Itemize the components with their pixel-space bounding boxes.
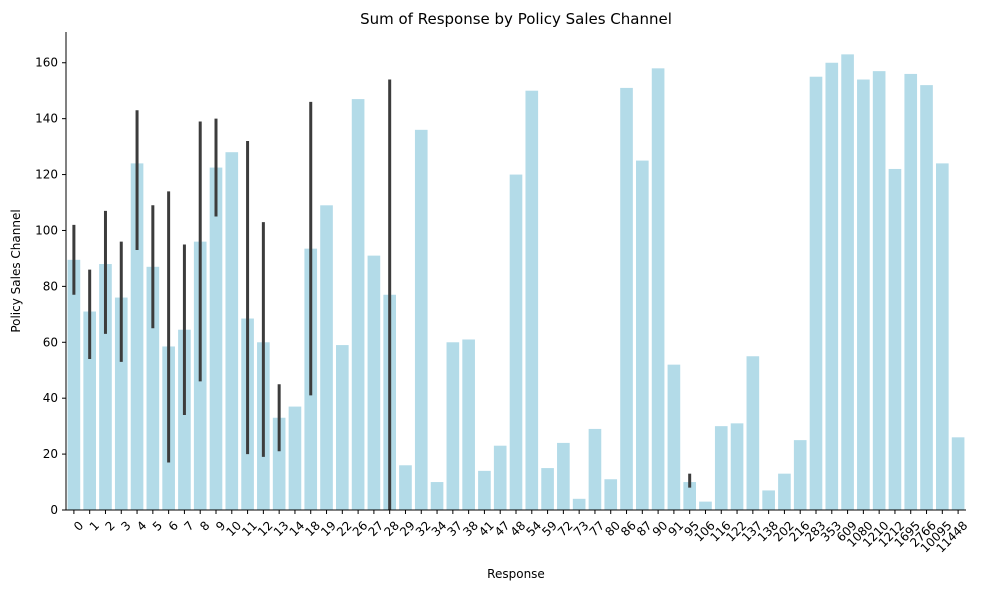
bar-1695 (904, 73, 918, 511)
bar-1080 (857, 79, 870, 510)
bar-26 (351, 99, 365, 511)
bar-137 (746, 356, 760, 510)
chart-title: Sum of Response by Policy Sales Channel (360, 10, 672, 28)
bar-73 (572, 498, 586, 510)
bar-7 (178, 329, 191, 510)
bar-32 (414, 129, 428, 511)
bar-116 (714, 426, 728, 510)
bar-47 (493, 445, 507, 510)
bars-group (67, 54, 965, 511)
x-ticks-group: 0 1 2 3 4 5 6 7 8 9101112131418192226272829323437… (71, 510, 970, 555)
y-tick-label: 20 (43, 447, 58, 461)
x-tick-label: 7 (181, 518, 196, 533)
bar-106 (699, 501, 712, 510)
bar-77 (588, 428, 602, 510)
bar-87 (636, 160, 649, 511)
bar-86 (620, 87, 633, 510)
bar-90 (651, 68, 665, 511)
bar-37 (446, 342, 460, 510)
bar-54 (525, 90, 539, 510)
bar-27 (367, 255, 381, 510)
bar-34 (430, 482, 444, 510)
bar-202 (778, 473, 791, 510)
x-tick-label: 8 (197, 518, 212, 533)
x-tick-label: 4 (134, 518, 149, 533)
bar-353 (825, 62, 839, 511)
bar-138 (762, 490, 775, 510)
bar-9 (209, 167, 223, 510)
bar-283 (809, 76, 823, 510)
bar-72 (557, 442, 570, 510)
y-tick-label: 100 (35, 223, 58, 237)
x-tick-label: 0 (71, 518, 86, 533)
bar-11448 (951, 437, 965, 510)
y-tick-label: 160 (35, 56, 58, 70)
x-tick-label: 5 (150, 518, 165, 533)
bar-2766 (920, 85, 933, 510)
bar-38 (462, 339, 475, 510)
error-bars-group (72, 79, 692, 510)
bar-5 (146, 266, 160, 510)
y-tick-label: 60 (43, 335, 58, 349)
y-tick-label: 80 (43, 279, 58, 293)
x-axis-label: Response (487, 567, 545, 581)
bar-1210 (872, 71, 886, 510)
y-tick-label: 140 (35, 112, 58, 126)
x-tick-label: 6 (166, 518, 181, 533)
bar-41 (478, 470, 491, 510)
bar-10095 (936, 163, 949, 510)
bar-122 (730, 423, 744, 510)
bar-2 (99, 264, 112, 510)
y-tick-label: 40 (43, 391, 58, 405)
bar-3 (114, 297, 128, 510)
y-ticks-group: 0 20 40 60 80 100 120 140 160 (35, 56, 66, 517)
bar-19 (320, 205, 333, 510)
bar-80 (604, 479, 618, 510)
bar-0 (67, 259, 81, 510)
bar-59 (541, 468, 554, 510)
y-axis-label: Policy Sales Channel (9, 209, 23, 332)
bar-13 (272, 417, 286, 510)
bar-91 (667, 364, 681, 510)
bar-48 (509, 174, 523, 510)
x-tick-label: 3 (118, 518, 133, 533)
x-tick-label: 2 (103, 518, 118, 533)
bar-609 (841, 54, 854, 510)
bar-95 (683, 482, 696, 510)
bar-10 (225, 152, 239, 510)
bar-216 (793, 440, 807, 510)
y-tick-label: 0 (50, 503, 58, 517)
bar-29 (399, 465, 412, 510)
bar-1212 (888, 168, 902, 510)
bar-22 (336, 345, 349, 510)
bar-1 (83, 311, 96, 510)
bar-4 (130, 163, 144, 510)
x-tick-label: 1 (87, 518, 102, 533)
bar-14 (288, 406, 302, 510)
y-tick-label: 120 (35, 168, 58, 182)
